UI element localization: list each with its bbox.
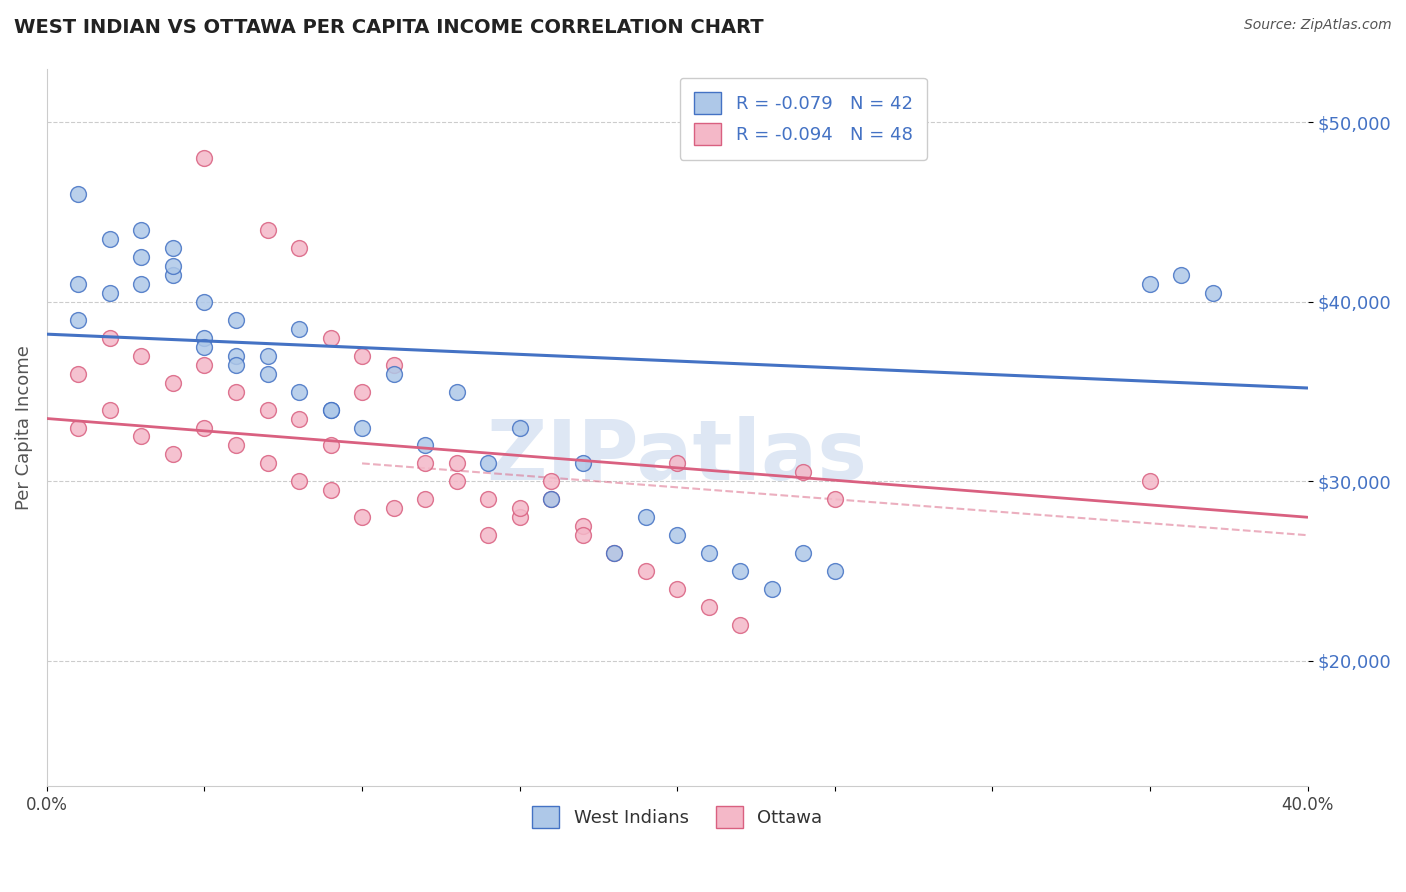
Point <box>319 483 342 498</box>
Point <box>131 429 153 443</box>
Point <box>67 420 90 434</box>
Point <box>193 151 215 165</box>
Point <box>477 528 499 542</box>
Point <box>98 285 121 300</box>
Point <box>792 466 814 480</box>
Point <box>98 232 121 246</box>
Point <box>509 420 531 434</box>
Point <box>67 187 90 202</box>
Point <box>319 402 342 417</box>
Point <box>571 519 593 533</box>
Point <box>352 510 374 524</box>
Point <box>162 376 184 390</box>
Point <box>634 564 657 578</box>
Point <box>162 447 184 461</box>
Y-axis label: Per Capita Income: Per Capita Income <box>15 345 32 510</box>
Text: Source: ZipAtlas.com: Source: ZipAtlas.com <box>1244 18 1392 32</box>
Point <box>352 349 374 363</box>
Point <box>382 358 405 372</box>
Point <box>288 322 311 336</box>
Point <box>193 420 215 434</box>
Point <box>1170 268 1192 282</box>
Point <box>1139 475 1161 489</box>
Point <box>319 331 342 345</box>
Point <box>225 438 247 452</box>
Point <box>319 402 342 417</box>
Point <box>446 475 468 489</box>
Point <box>728 564 751 578</box>
Point <box>288 241 311 255</box>
Point <box>98 331 121 345</box>
Point <box>824 564 846 578</box>
Point <box>288 384 311 399</box>
Point <box>193 340 215 354</box>
Point <box>162 241 184 255</box>
Point <box>352 384 374 399</box>
Point <box>761 582 783 596</box>
Point <box>67 313 90 327</box>
Point <box>98 402 121 417</box>
Point <box>288 475 311 489</box>
Point <box>1202 285 1225 300</box>
Point <box>225 313 247 327</box>
Point <box>131 349 153 363</box>
Point <box>509 510 531 524</box>
Point <box>288 411 311 425</box>
Point <box>162 259 184 273</box>
Text: WEST INDIAN VS OTTAWA PER CAPITA INCOME CORRELATION CHART: WEST INDIAN VS OTTAWA PER CAPITA INCOME … <box>14 18 763 37</box>
Point <box>413 457 436 471</box>
Point <box>193 358 215 372</box>
Point <box>67 277 90 291</box>
Point <box>131 250 153 264</box>
Point <box>413 492 436 507</box>
Point <box>413 438 436 452</box>
Point <box>446 384 468 399</box>
Point <box>477 457 499 471</box>
Point <box>1139 277 1161 291</box>
Point <box>540 475 562 489</box>
Point <box>256 223 278 237</box>
Point <box>256 402 278 417</box>
Point <box>666 457 689 471</box>
Point <box>382 501 405 516</box>
Point <box>67 367 90 381</box>
Point <box>540 492 562 507</box>
Point <box>571 457 593 471</box>
Point <box>728 618 751 632</box>
Point <box>509 501 531 516</box>
Point <box>477 492 499 507</box>
Point <box>446 457 468 471</box>
Point <box>131 223 153 237</box>
Legend: West Indians, Ottawa: West Indians, Ottawa <box>524 798 830 835</box>
Point <box>193 294 215 309</box>
Point <box>697 546 720 560</box>
Point <box>666 582 689 596</box>
Point <box>603 546 626 560</box>
Point <box>256 349 278 363</box>
Point <box>571 528 593 542</box>
Point <box>792 546 814 560</box>
Point <box>824 492 846 507</box>
Point <box>634 510 657 524</box>
Point <box>352 420 374 434</box>
Point <box>666 528 689 542</box>
Point <box>540 492 562 507</box>
Point <box>256 367 278 381</box>
Point <box>697 599 720 614</box>
Point <box>382 367 405 381</box>
Point <box>256 457 278 471</box>
Point <box>225 349 247 363</box>
Point <box>162 268 184 282</box>
Text: ZIPatlas: ZIPatlas <box>486 416 868 497</box>
Point <box>603 546 626 560</box>
Point <box>193 331 215 345</box>
Point <box>225 358 247 372</box>
Point <box>319 438 342 452</box>
Point <box>225 384 247 399</box>
Point <box>131 277 153 291</box>
